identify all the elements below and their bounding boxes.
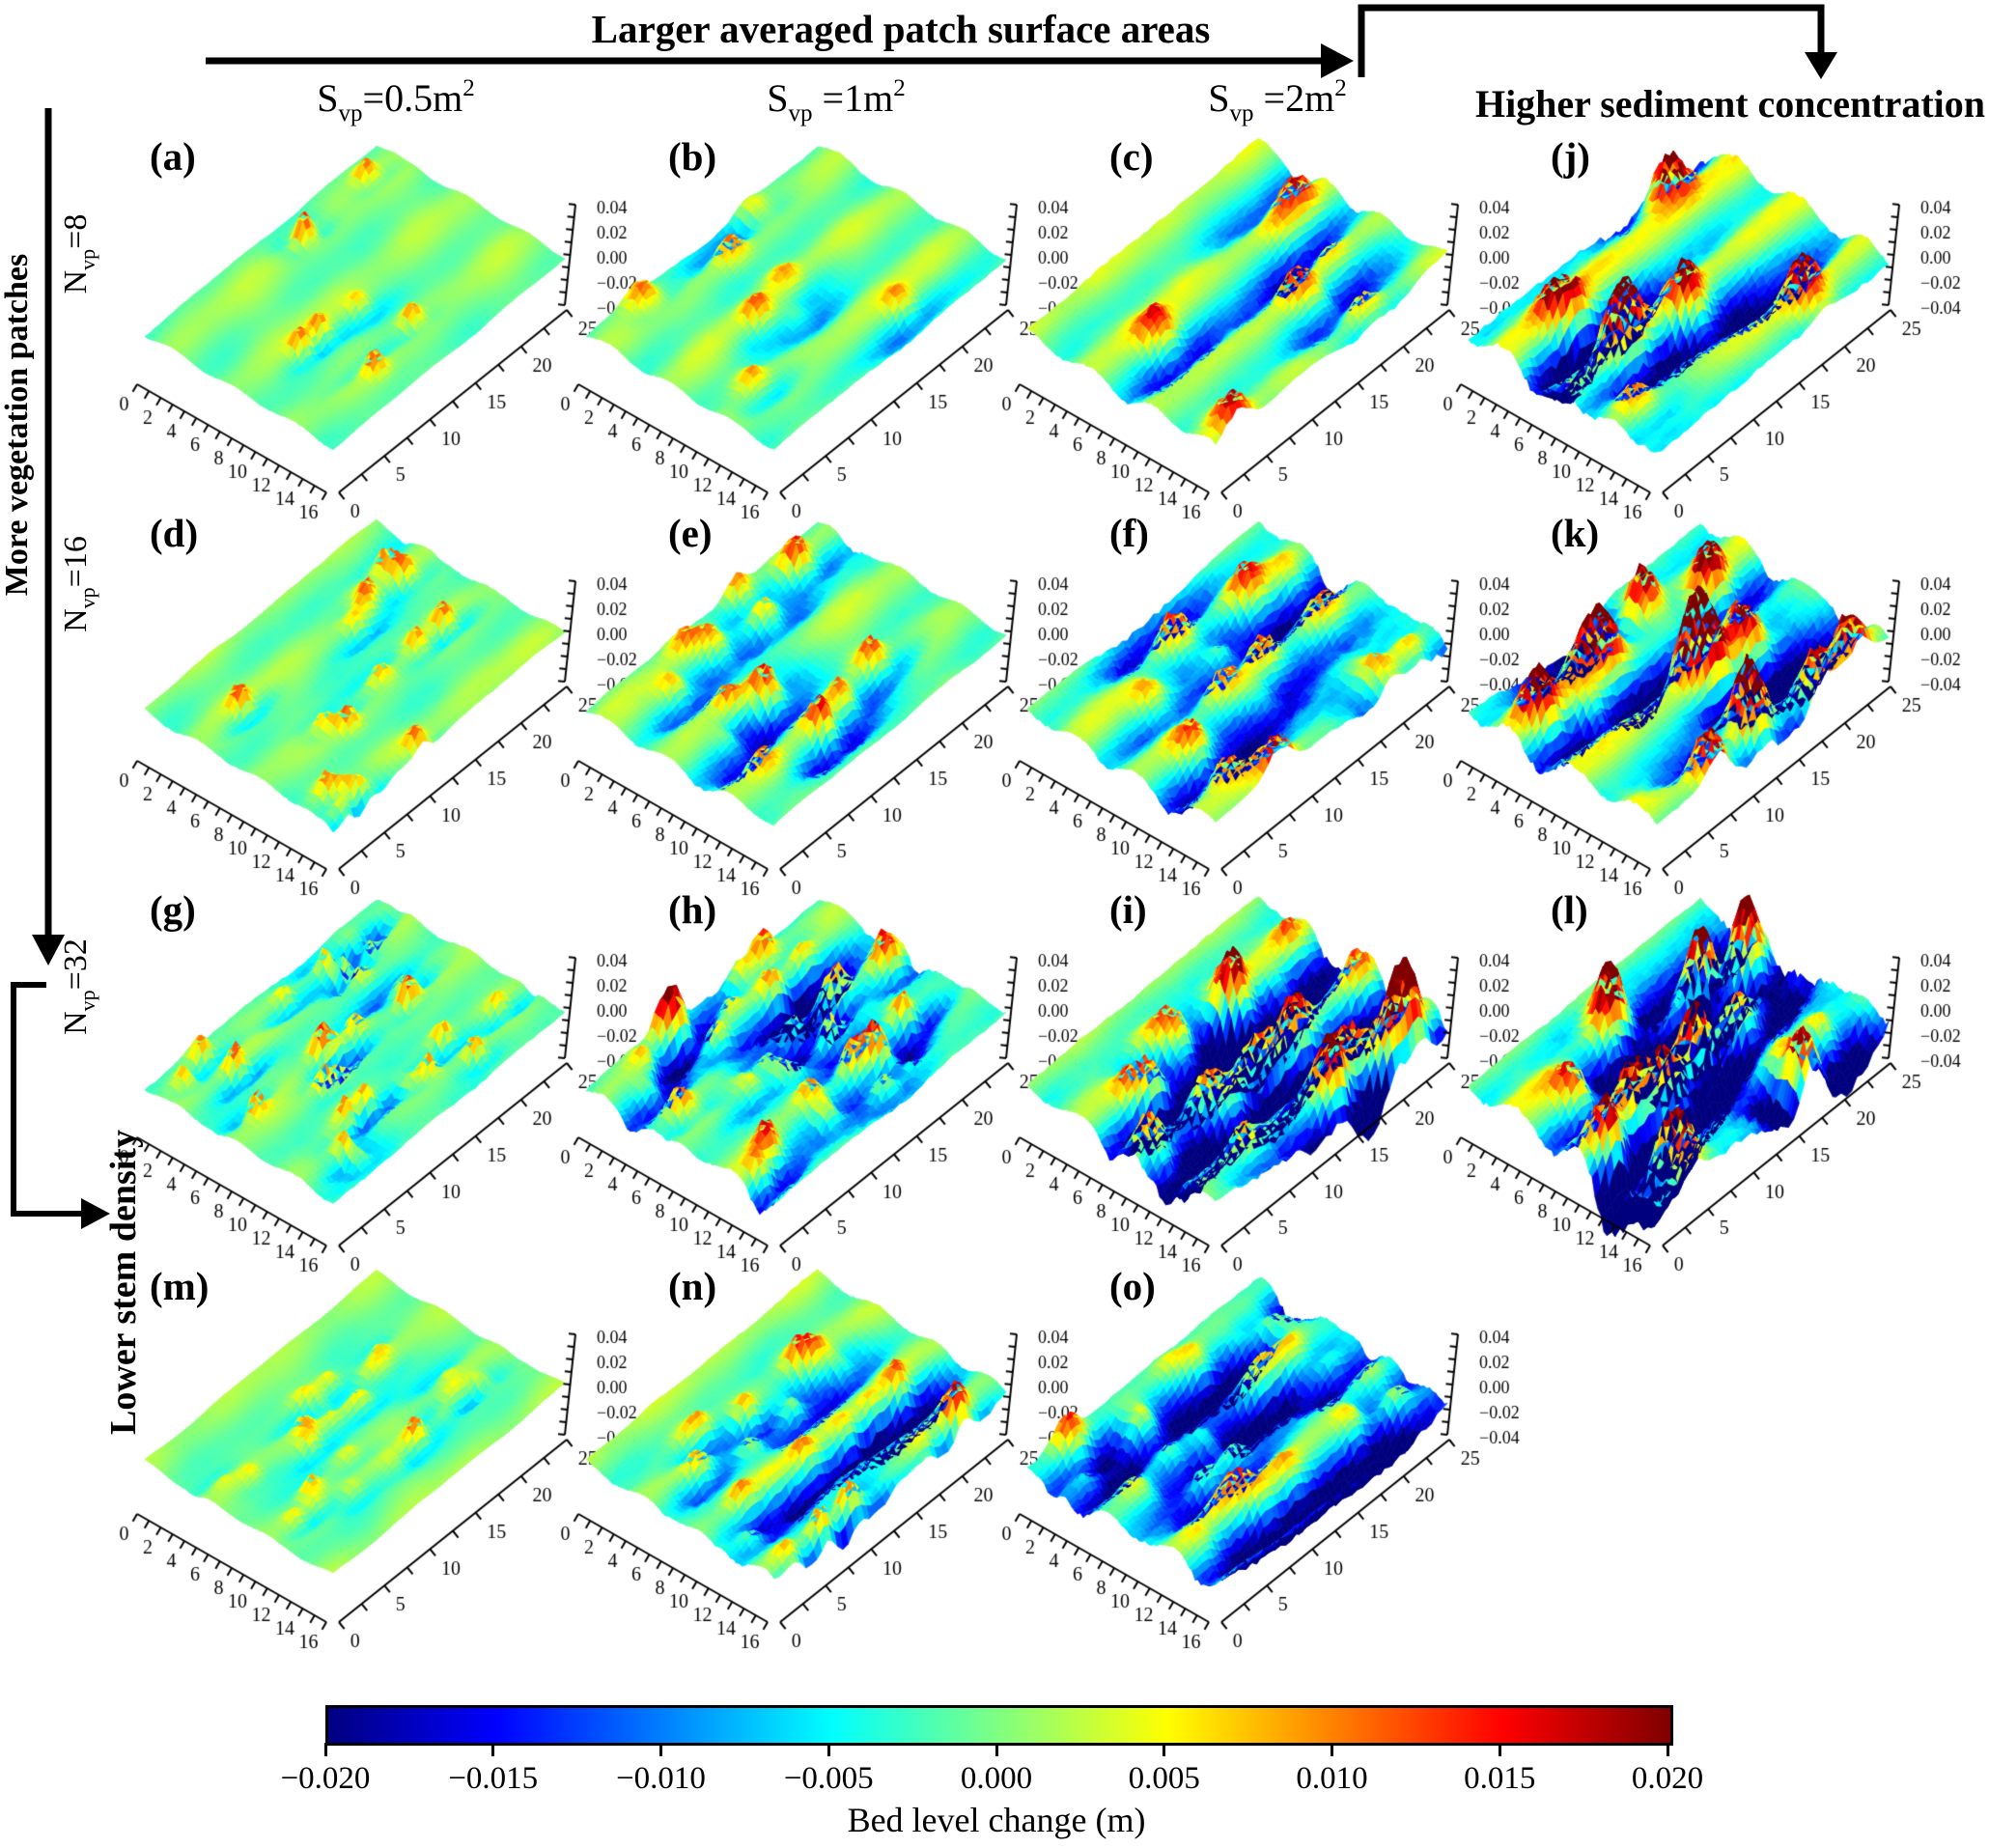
colorbar-tick	[1331, 1743, 1333, 1756]
panel-label-j: (j)	[1551, 134, 1590, 179]
colorbar-tick-label: 0.020	[1631, 1761, 1704, 1796]
panel-label-e: (e)	[668, 511, 713, 555]
row-label-base: N	[58, 608, 94, 632]
colorbar-tick-label: −0.010	[616, 1761, 706, 1796]
surface-plot-o	[974, 1238, 1573, 1667]
panel-j: (j)	[1415, 108, 1989, 538]
colorbar-tick	[1666, 1743, 1669, 1756]
panel-k: (k)	[1415, 485, 1989, 914]
colorbar-tick	[659, 1743, 662, 1756]
row-label-base: N	[58, 1011, 94, 1035]
sediment-arrow-head	[1805, 52, 1837, 79]
panel-o: (o)	[974, 1238, 1573, 1667]
colorbar-gradient	[325, 1705, 1673, 1746]
colorbar-tick-label: −0.015	[448, 1761, 539, 1796]
colorbar-tick	[1498, 1743, 1501, 1756]
row-label-rest: =8	[58, 213, 94, 249]
panel-label-l: (l)	[1551, 887, 1588, 932]
surface-plot-j	[1415, 108, 1989, 538]
panel-label-c: (c)	[1109, 134, 1154, 179]
column-header-sup: 2	[1334, 75, 1347, 101]
colorbar-tick-label: −0.020	[280, 1761, 371, 1796]
column-header-sup: 2	[893, 75, 906, 101]
panel-label-o: (o)	[1109, 1264, 1156, 1308]
panel-l: (l)	[1415, 861, 1989, 1291]
colorbar-tick	[491, 1743, 495, 1756]
row-label-base: N	[58, 269, 94, 294]
panel-label-m: (m)	[150, 1264, 210, 1308]
more-vegetation-label: More vegetation patches	[0, 251, 36, 599]
panel-label-a: (a)	[150, 134, 196, 179]
colorbar-tick-label: 0.010	[1296, 1761, 1368, 1796]
colorbar-tick-label: 0.015	[1464, 1761, 1536, 1796]
colorbar-tick-label: 0.005	[1128, 1761, 1200, 1796]
surface-plot-k	[1415, 485, 1989, 914]
sediment-bracket	[1358, 4, 1825, 77]
row-label-rest: =16	[58, 536, 94, 588]
panel-label-g: (g)	[150, 887, 196, 932]
panel-label-f: (f)	[1109, 511, 1149, 555]
row-label-rest: =32	[58, 938, 94, 991]
panel-label-b: (b)	[668, 134, 717, 179]
top-axis-label: Larger averaged patch surface areas	[582, 6, 1219, 52]
panel-label-h: (h)	[668, 887, 717, 932]
column-header-sup: 2	[462, 75, 475, 101]
panel-label-k: (k)	[1551, 511, 1600, 555]
larger-area-arrow-head	[1321, 43, 1354, 78]
more-vegetation-label-text: More vegetation patches	[0, 253, 35, 597]
colorbar-tick	[994, 1743, 998, 1756]
colorbar-tick	[1163, 1743, 1166, 1756]
colorbar-tick	[323, 1743, 327, 1756]
colorbar-title: Bed level change (m)	[823, 1800, 1170, 1840]
panel-label-i: (i)	[1109, 887, 1147, 932]
colorbar-tick	[826, 1743, 830, 1756]
colorbar-tick-label: −0.005	[783, 1761, 874, 1796]
colorbar-tick-label: 0.000	[960, 1761, 1033, 1796]
colorbar-title-text: Bed level change (m)	[847, 1801, 1146, 1839]
surface-plot-l	[1415, 861, 1989, 1291]
top-axis-label-text: Larger averaged patch surface areas	[591, 7, 1211, 51]
panel-label-n: (n)	[668, 1264, 717, 1308]
panel-label-d: (d)	[150, 511, 199, 555]
